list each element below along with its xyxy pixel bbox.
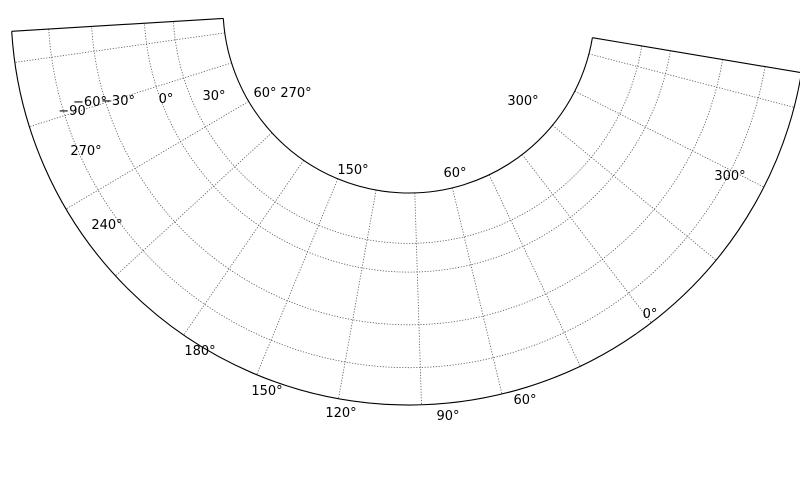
- grid-radial: [14, 32, 225, 63]
- inner-arc: [222, 18, 593, 194]
- grid-radial: [452, 187, 503, 395]
- tick-label-outer: 60°: [513, 393, 536, 408]
- grid-radial: [521, 154, 652, 324]
- tick-label-outer: 120°: [325, 406, 356, 421]
- tick-label-top-left: 270°: [280, 86, 311, 101]
- tick-label-top-left: 60°: [253, 86, 276, 101]
- tick-label-top-left: 30°: [202, 89, 225, 104]
- outer-arc: [11, 31, 800, 406]
- grid-radial: [552, 124, 717, 261]
- grid-radial: [183, 160, 304, 336]
- grid-radial: [65, 101, 249, 210]
- grid-lines: [14, 21, 795, 405]
- tick-label-top-right: 300°: [507, 94, 538, 109]
- grid-radial: [588, 53, 795, 108]
- grid-radial: [29, 62, 232, 128]
- tick-label-top-left: −90: [58, 104, 85, 119]
- tick-label-outer: 300°: [714, 169, 745, 184]
- tick-label-outer: 150°: [251, 384, 282, 399]
- tick-label-inner: 60°: [443, 166, 466, 181]
- grid-arc: [173, 21, 643, 244]
- tick-labels: 270° 240° 180° 150° 120° 90° 60° 0° 300° 150° 60° −…: [58, 86, 745, 424]
- tick-label-outer: 0°: [643, 307, 658, 322]
- tick-label-outer: 90°: [436, 409, 459, 424]
- chart-frame: [11, 17, 800, 406]
- grid-arc: [144, 23, 671, 273]
- tick-label-top-left: −30°: [101, 94, 135, 109]
- grid-radial: [414, 192, 422, 405]
- tick-label-outer: 270°: [70, 144, 101, 159]
- tick-label-outer: 240°: [91, 218, 122, 233]
- tick-label-inner: 150°: [337, 163, 368, 178]
- tick-label-top-left: 0°: [159, 92, 174, 107]
- grid-radial: [574, 90, 765, 188]
- tick-label-outer: 180°: [184, 344, 215, 359]
- tick-label-top-left: −60°: [73, 95, 107, 110]
- grid-radial: [115, 132, 273, 277]
- left-edge: [11, 17, 224, 32]
- right-edge: [592, 37, 800, 74]
- grid-arc: [91, 26, 723, 326]
- grid-radial: [488, 174, 581, 367]
- grid-radial: [338, 190, 377, 399]
- grid-radial: [256, 178, 339, 375]
- grid-arc: [48, 28, 766, 369]
